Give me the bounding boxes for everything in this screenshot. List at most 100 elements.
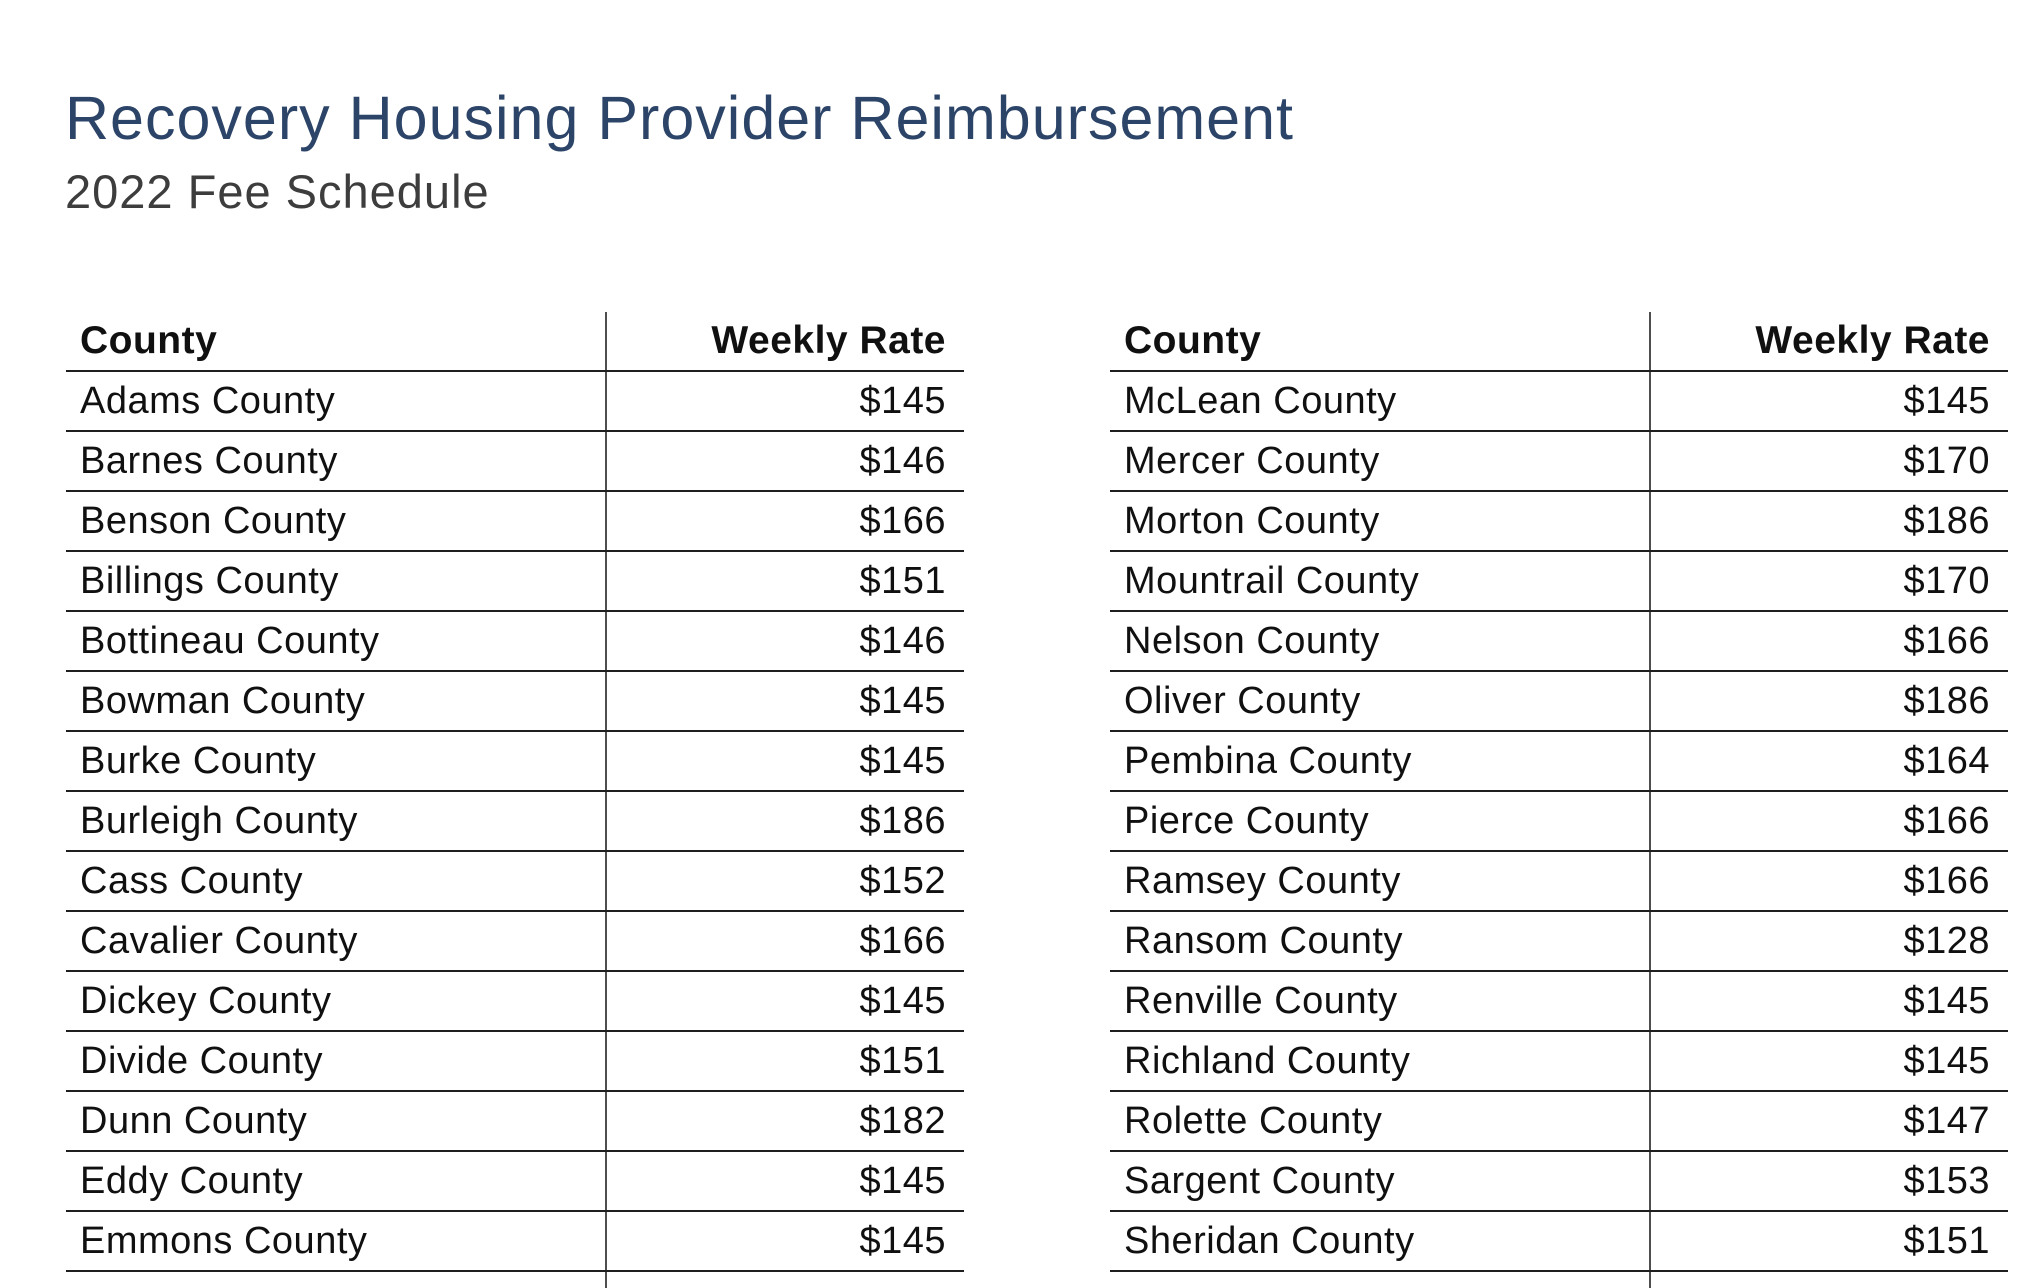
county-cell: Richland County bbox=[1124, 1039, 1411, 1082]
county-cell: Ramsey County bbox=[1124, 859, 1401, 902]
county-cell: Nelson County bbox=[1124, 619, 1380, 662]
weekly-rate-cell: $147 bbox=[1649, 1092, 2008, 1150]
weekly-rate-cell: $170 bbox=[1649, 432, 2008, 490]
table-row: Dunn County $182 bbox=[66, 1092, 964, 1152]
county-cell: Adams County bbox=[80, 379, 336, 422]
county-column-header: County bbox=[80, 319, 218, 362]
county-cell: Dickey County bbox=[80, 979, 332, 1022]
table-row: Morton County $186 bbox=[1110, 492, 2008, 552]
county-cell: Cavalier County bbox=[80, 919, 358, 962]
county-cell: Sheridan County bbox=[1124, 1219, 1415, 1262]
table-row: Mountrail County $170 bbox=[1110, 552, 2008, 612]
county-cell: Bowman County bbox=[80, 679, 366, 722]
weekly-rate-column-header: Weekly Rate bbox=[1649, 312, 2008, 370]
county-cell: Pembina County bbox=[1124, 739, 1412, 782]
weekly-rate-cell: $146 bbox=[605, 432, 964, 490]
weekly-rate-cell: $145 bbox=[605, 732, 964, 790]
table-row: Rolette County $147 bbox=[1110, 1092, 2008, 1152]
weekly-rate-cell: $186 bbox=[1649, 492, 2008, 550]
county-cell bbox=[66, 1272, 605, 1288]
weekly-rate-cell: $145 bbox=[1649, 1032, 2008, 1090]
county-cell: Rolette County bbox=[1124, 1099, 1383, 1142]
table-row: Burleigh County $186 bbox=[66, 792, 964, 852]
county-cell: Bottineau County bbox=[80, 619, 380, 662]
weekly-rate-cell: $152 bbox=[605, 852, 964, 910]
county-cell: Burleigh County bbox=[80, 799, 358, 842]
table-row-clipped bbox=[66, 1272, 964, 1288]
county-cell bbox=[1110, 1272, 1649, 1288]
weekly-rate-cell: $145 bbox=[605, 372, 964, 430]
table-body: McLean County $145 Mercer County $170 Morton… bbox=[1110, 372, 2008, 1288]
weekly-rate-cell bbox=[605, 1272, 964, 1288]
weekly-rate-cell: $186 bbox=[605, 792, 964, 850]
table-row: Ransom County $128 bbox=[1110, 912, 2008, 972]
weekly-rate-cell: $145 bbox=[1649, 972, 2008, 1030]
weekly-rate-cell: $151 bbox=[605, 552, 964, 610]
page-subtitle: 2022 Fee Schedule bbox=[65, 165, 490, 218]
table-row: Oliver County $186 bbox=[1110, 672, 2008, 732]
county-cell: Barnes County bbox=[80, 439, 338, 482]
weekly-rate-cell: $128 bbox=[1649, 912, 2008, 970]
weekly-rate-cell: $166 bbox=[1649, 612, 2008, 670]
county-cell: Morton County bbox=[1124, 499, 1380, 542]
county-cell: Mountrail County bbox=[1124, 559, 1420, 602]
table-row: McLean County $145 bbox=[1110, 372, 2008, 432]
county-cell: Divide County bbox=[80, 1039, 324, 1082]
page-title: Recovery Housing Provider Reimbursement bbox=[65, 84, 1294, 152]
weekly-rate-cell: $146 bbox=[605, 612, 964, 670]
table-row: Renville County $145 bbox=[1110, 972, 2008, 1032]
weekly-rate-cell: $151 bbox=[605, 1032, 964, 1090]
table-row: Pembina County $164 bbox=[1110, 732, 2008, 792]
table-row-clipped bbox=[1110, 1272, 2008, 1288]
county-cell: Billings County bbox=[80, 559, 339, 602]
weekly-rate-cell: $145 bbox=[605, 672, 964, 730]
table-row: Eddy County $145 bbox=[66, 1152, 964, 1212]
weekly-rate-cell: $170 bbox=[1649, 552, 2008, 610]
county-cell: Benson County bbox=[80, 499, 347, 542]
county-cell: Sargent County bbox=[1124, 1159, 1396, 1202]
weekly-rate-cell: $182 bbox=[605, 1092, 964, 1150]
table-row: Ramsey County $166 bbox=[1110, 852, 2008, 912]
weekly-rate-cell: $145 bbox=[605, 1212, 964, 1270]
weekly-rate-cell: $145 bbox=[605, 972, 964, 1030]
county-cell: Cass County bbox=[80, 859, 304, 902]
table-row: Richland County $145 bbox=[1110, 1032, 2008, 1092]
weekly-rate-column-header: Weekly Rate bbox=[605, 312, 964, 370]
table-row: Pierce County $166 bbox=[1110, 792, 2008, 852]
table-header-row: County Weekly Rate bbox=[1110, 312, 2008, 372]
weekly-rate-cell: $153 bbox=[1649, 1152, 2008, 1210]
table-row: Dickey County $145 bbox=[66, 972, 964, 1032]
county-cell: Renville County bbox=[1124, 979, 1398, 1022]
weekly-rate-cell: $166 bbox=[1649, 792, 2008, 850]
table-row: Sheridan County $151 bbox=[1110, 1212, 2008, 1272]
table-row: Adams County $145 bbox=[66, 372, 964, 432]
weekly-rate-cell: $166 bbox=[1649, 852, 2008, 910]
table-row: Cavalier County $166 bbox=[66, 912, 964, 972]
fee-table-left: County Weekly Rate Adams County $145 Barne… bbox=[66, 312, 964, 1288]
county-cell: Ransom County bbox=[1124, 919, 1403, 962]
table-row: Emmons County $145 bbox=[66, 1212, 964, 1272]
fee-table-right: County Weekly Rate McLean County $145 Merc… bbox=[1110, 312, 2008, 1288]
weekly-rate-cell: $164 bbox=[1649, 732, 2008, 790]
table-row: Cass County $152 bbox=[66, 852, 964, 912]
county-cell: Dunn County bbox=[80, 1099, 308, 1142]
table-row: Barnes County $146 bbox=[66, 432, 964, 492]
table-row: Sargent County $153 bbox=[1110, 1152, 2008, 1212]
county-cell: Burke County bbox=[80, 739, 317, 782]
weekly-rate-cell: $166 bbox=[605, 492, 964, 550]
table-row: Burke County $145 bbox=[66, 732, 964, 792]
weekly-rate-cell bbox=[1649, 1272, 2008, 1288]
county-column-header: County bbox=[1124, 319, 1262, 362]
weekly-rate-cell: $151 bbox=[1649, 1212, 2008, 1270]
table-row: Billings County $151 bbox=[66, 552, 964, 612]
table-row: Mercer County $170 bbox=[1110, 432, 2008, 492]
table-body: Adams County $145 Barnes County $146 Benson … bbox=[66, 372, 964, 1288]
table-row: Divide County $151 bbox=[66, 1032, 964, 1092]
fee-schedule-tables: County Weekly Rate Adams County $145 Barne… bbox=[66, 312, 2008, 1288]
table-row: Nelson County $166 bbox=[1110, 612, 2008, 672]
county-cell: Emmons County bbox=[80, 1219, 368, 1262]
county-cell: Pierce County bbox=[1124, 799, 1370, 842]
county-cell: McLean County bbox=[1124, 379, 1397, 422]
weekly-rate-cell: $145 bbox=[605, 1152, 964, 1210]
